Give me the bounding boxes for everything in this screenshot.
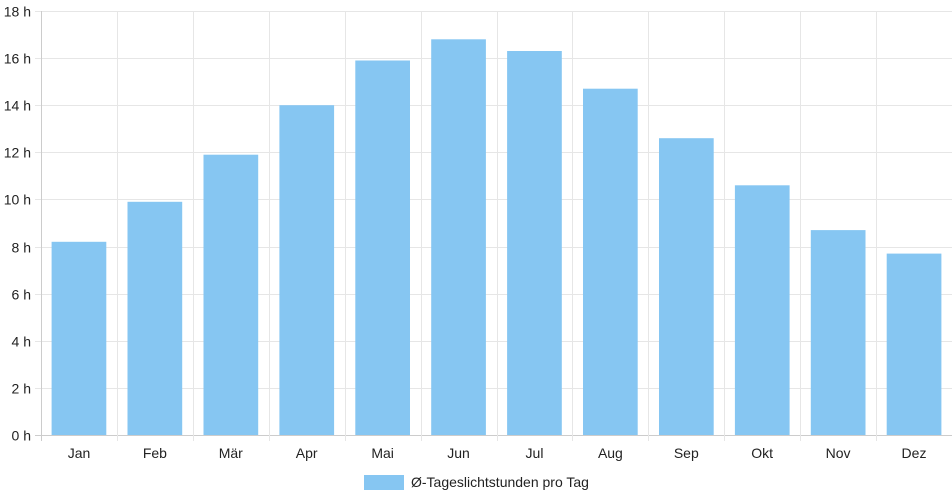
x-tick-label: Feb [143, 445, 167, 461]
y-tick-label: 16 h [4, 51, 31, 67]
x-tick-label: Jan [68, 445, 91, 461]
x-axis-ticks: Jan Feb Mär Apr Mai Jun Jul Aug Sep Okt Nov Dez [68, 445, 927, 461]
bar[interactable] [734, 185, 790, 435]
bar[interactable] [203, 154, 259, 435]
y-axis-ticks: 0 h 2 h 4 h 6 h 8 h 10 h 12 h 14 h 16 h 18 h [4, 4, 31, 444]
y-tick-label: 14 h [4, 98, 31, 114]
y-tick-label: 4 h [12, 334, 31, 350]
bar[interactable] [51, 241, 107, 435]
x-tick-label: Jun [447, 445, 470, 461]
bar[interactable] [355, 60, 410, 436]
bar[interactable] [507, 51, 562, 435]
x-tick-label: Sep [674, 445, 699, 461]
y-tick-label: 12 h [4, 145, 31, 161]
chart-legend[interactable]: Ø-Tageslichtstunden pro Tag [364, 474, 589, 490]
bar[interactable] [431, 39, 486, 436]
bar[interactable] [279, 105, 335, 435]
x-tick-label: Apr [296, 445, 318, 461]
y-tick-label: 2 h [12, 381, 31, 397]
y-tick-label: 8 h [12, 240, 31, 256]
bar[interactable] [810, 230, 866, 435]
x-tick-label: Jul [526, 445, 544, 461]
x-tick-label: Aug [598, 445, 623, 461]
x-tick-label: Mai [371, 445, 394, 461]
bar[interactable] [886, 253, 942, 435]
legend-label: Ø-Tageslichtstunden pro Tag [411, 474, 589, 490]
y-tick-label: 18 h [4, 4, 31, 20]
bar[interactable] [127, 201, 183, 435]
bar[interactable] [659, 138, 714, 435]
y-tick-label: 6 h [12, 287, 31, 303]
x-tick-label: Mär [219, 445, 243, 461]
x-tick-label: Dez [902, 445, 927, 461]
chart-grid [35, 11, 952, 441]
x-tick-label: Nov [826, 445, 851, 461]
x-tick-label: Okt [751, 445, 773, 461]
y-tick-label: 0 h [12, 428, 31, 444]
y-tick-label: 10 h [4, 192, 31, 208]
bar[interactable] [583, 88, 638, 435]
legend-swatch [364, 475, 404, 490]
chart-bars [51, 39, 942, 436]
